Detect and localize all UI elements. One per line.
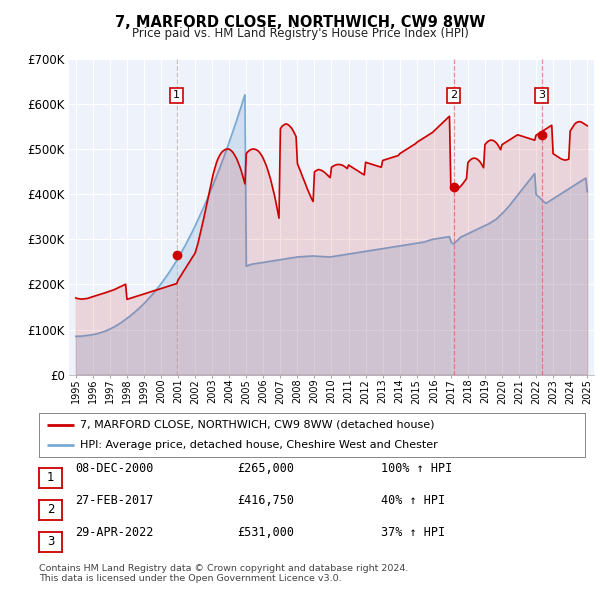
Text: £416,750: £416,750	[237, 494, 294, 507]
Text: 7, MARFORD CLOSE, NORTHWICH, CW9 8WW: 7, MARFORD CLOSE, NORTHWICH, CW9 8WW	[115, 15, 485, 30]
Text: 40% ↑ HPI: 40% ↑ HPI	[381, 494, 445, 507]
Text: 3: 3	[47, 535, 54, 548]
Text: 2: 2	[450, 90, 457, 100]
Text: £265,000: £265,000	[237, 462, 294, 475]
Text: 2: 2	[47, 503, 54, 516]
Text: 29-APR-2022: 29-APR-2022	[75, 526, 154, 539]
Text: 08-DEC-2000: 08-DEC-2000	[75, 462, 154, 475]
Text: This data is licensed under the Open Government Licence v3.0.: This data is licensed under the Open Gov…	[39, 574, 341, 583]
Text: Contains HM Land Registry data © Crown copyright and database right 2024.: Contains HM Land Registry data © Crown c…	[39, 565, 409, 573]
Text: 1: 1	[173, 90, 180, 100]
Text: 7, MARFORD CLOSE, NORTHWICH, CW9 8WW (detached house): 7, MARFORD CLOSE, NORTHWICH, CW9 8WW (de…	[80, 420, 434, 430]
Text: 100% ↑ HPI: 100% ↑ HPI	[381, 462, 452, 475]
Text: 37% ↑ HPI: 37% ↑ HPI	[381, 526, 445, 539]
Text: £531,000: £531,000	[237, 526, 294, 539]
Text: 3: 3	[538, 90, 545, 100]
Text: 27-FEB-2017: 27-FEB-2017	[75, 494, 154, 507]
Text: Price paid vs. HM Land Registry's House Price Index (HPI): Price paid vs. HM Land Registry's House …	[131, 27, 469, 40]
Text: HPI: Average price, detached house, Cheshire West and Chester: HPI: Average price, detached house, Ches…	[80, 440, 438, 450]
Text: 1: 1	[47, 471, 54, 484]
